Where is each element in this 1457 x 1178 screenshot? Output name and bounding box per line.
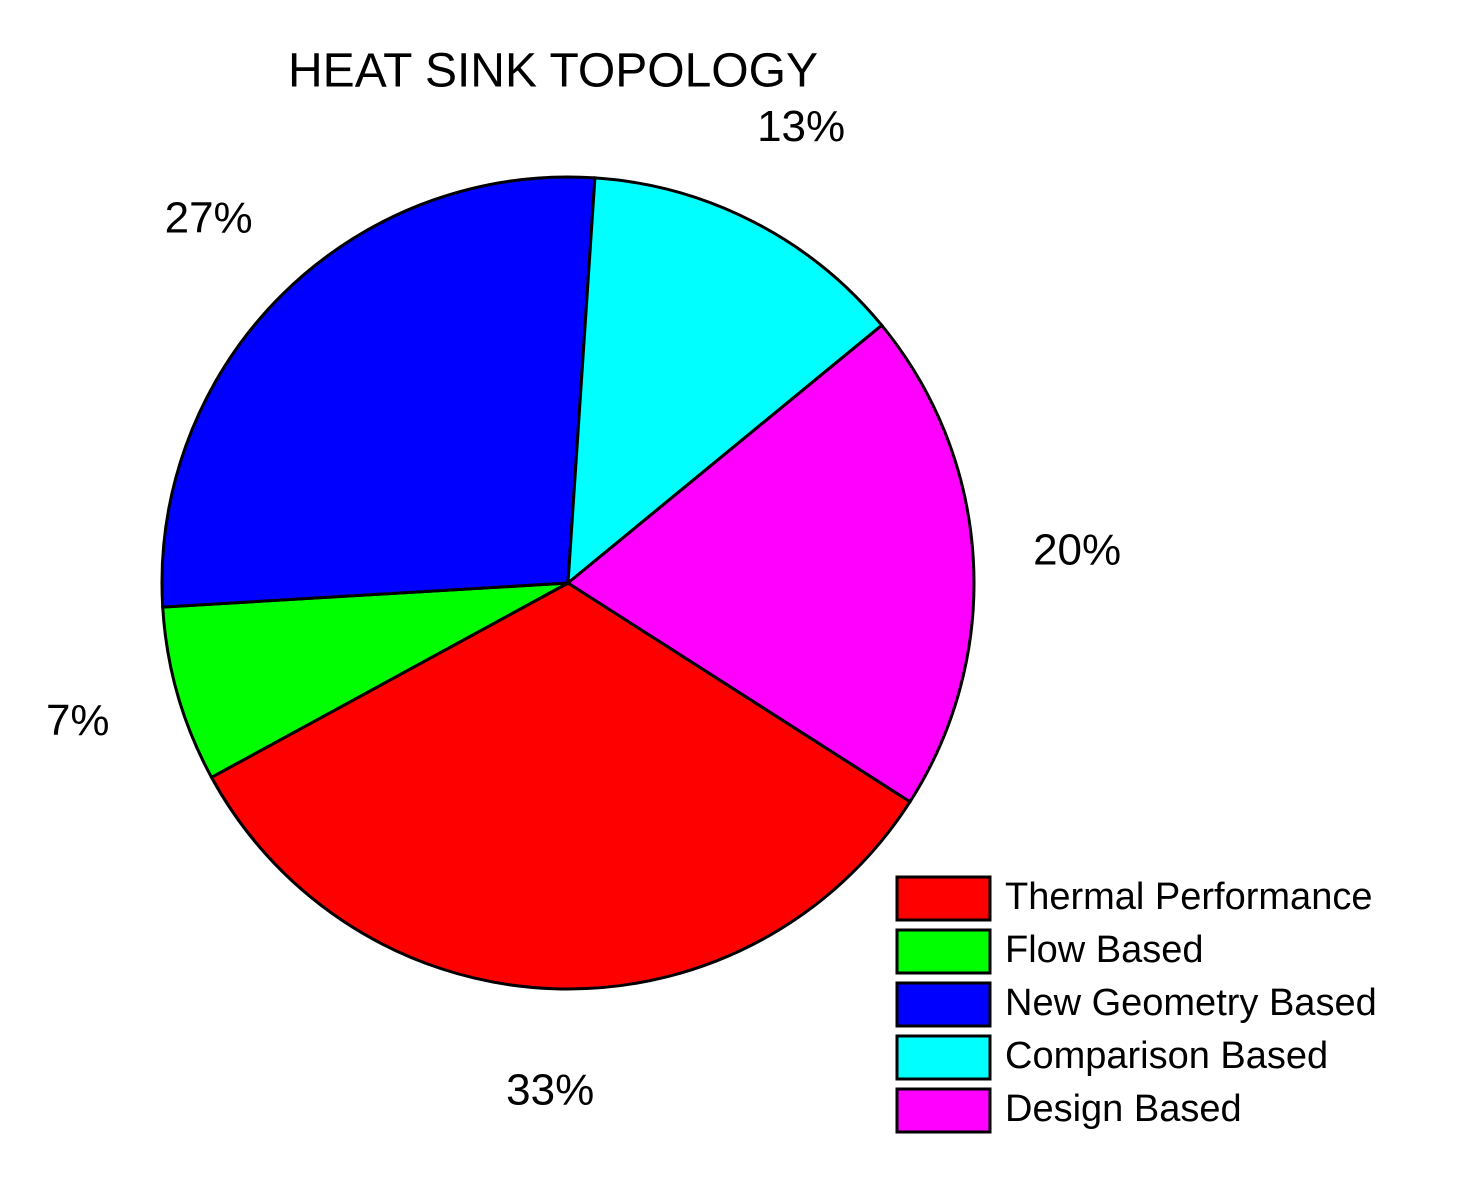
pie-slice xyxy=(160,175,597,609)
legend-label: Thermal Performance xyxy=(1005,876,1372,918)
value-label: 20% xyxy=(1033,525,1121,574)
legend-swatch xyxy=(895,981,992,1028)
value-label: 33% xyxy=(506,1065,594,1114)
pie-slice xyxy=(161,581,569,780)
legend-swatch xyxy=(895,928,992,975)
legend-label: Design Based xyxy=(1005,1088,1242,1130)
value-label: 27% xyxy=(165,194,253,243)
legend-swatch xyxy=(895,1034,992,1081)
value-label: 7% xyxy=(46,696,110,745)
chart-title: HEAT SINK TOPOLOGY xyxy=(288,45,818,98)
legend-swatch xyxy=(895,875,992,922)
legend-label: Flow Based xyxy=(1005,929,1204,971)
legend-label: New Geometry Based xyxy=(1005,982,1377,1024)
value-label: 13% xyxy=(757,102,845,151)
pie-slice xyxy=(565,323,976,804)
pie-slice xyxy=(566,176,884,587)
pie-slice xyxy=(209,581,913,991)
legend-label: Comparison Based xyxy=(1005,1035,1328,1077)
legend-swatch xyxy=(895,1087,992,1134)
